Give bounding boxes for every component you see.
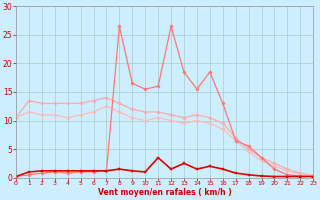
X-axis label: Vent moyen/en rafales ( km/h ): Vent moyen/en rafales ( km/h ) <box>98 188 231 197</box>
